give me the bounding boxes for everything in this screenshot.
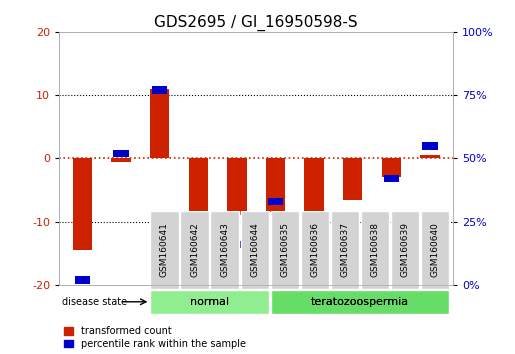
- Bar: [191, 238, 206, 246]
- Bar: [150, 290, 269, 314]
- Bar: [331, 211, 359, 289]
- Text: normal: normal: [190, 297, 229, 307]
- Bar: [75, 276, 90, 284]
- Bar: [345, 221, 360, 228]
- Bar: [113, 149, 129, 157]
- Bar: [266, 158, 285, 212]
- Text: normal: normal: [190, 297, 229, 307]
- Bar: [271, 290, 449, 314]
- Legend: transformed count, percentile rank within the sample: transformed count, percentile rank withi…: [64, 326, 246, 349]
- Text: GSM160644: GSM160644: [250, 222, 259, 277]
- Bar: [391, 211, 419, 289]
- Text: teratozoospermia: teratozoospermia: [311, 297, 409, 307]
- Bar: [382, 158, 401, 177]
- Bar: [227, 158, 247, 215]
- Bar: [384, 175, 399, 182]
- Text: GSM160642: GSM160642: [190, 222, 199, 277]
- Bar: [229, 241, 245, 248]
- Text: GSM160635: GSM160635: [280, 222, 289, 277]
- Bar: [211, 211, 239, 289]
- Bar: [343, 158, 363, 200]
- Text: teratozoospermia: teratozoospermia: [311, 297, 409, 307]
- Title: GDS2695 / GI_16950598-S: GDS2695 / GI_16950598-S: [154, 14, 358, 30]
- Text: disease state: disease state: [62, 297, 127, 307]
- Text: GSM160643: GSM160643: [220, 222, 229, 277]
- Bar: [306, 279, 322, 286]
- Bar: [304, 158, 324, 288]
- Text: GSM160639: GSM160639: [401, 222, 409, 277]
- Bar: [421, 211, 449, 289]
- Bar: [73, 158, 92, 250]
- Bar: [180, 211, 209, 289]
- Bar: [111, 158, 131, 161]
- Text: GSM160641: GSM160641: [160, 222, 169, 277]
- Bar: [188, 158, 208, 212]
- Bar: [301, 211, 329, 289]
- Bar: [152, 86, 167, 94]
- Bar: [361, 211, 389, 289]
- Text: GSM160636: GSM160636: [311, 222, 319, 277]
- Bar: [271, 211, 299, 289]
- Text: GSM160640: GSM160640: [431, 222, 440, 277]
- Bar: [150, 89, 169, 158]
- Bar: [150, 211, 179, 289]
- Bar: [268, 198, 283, 205]
- Text: GSM160638: GSM160638: [370, 222, 380, 277]
- Bar: [150, 290, 269, 314]
- Bar: [420, 155, 440, 158]
- Text: GSM160637: GSM160637: [340, 222, 350, 277]
- Bar: [271, 290, 449, 314]
- Bar: [241, 211, 269, 289]
- Bar: [422, 142, 438, 149]
